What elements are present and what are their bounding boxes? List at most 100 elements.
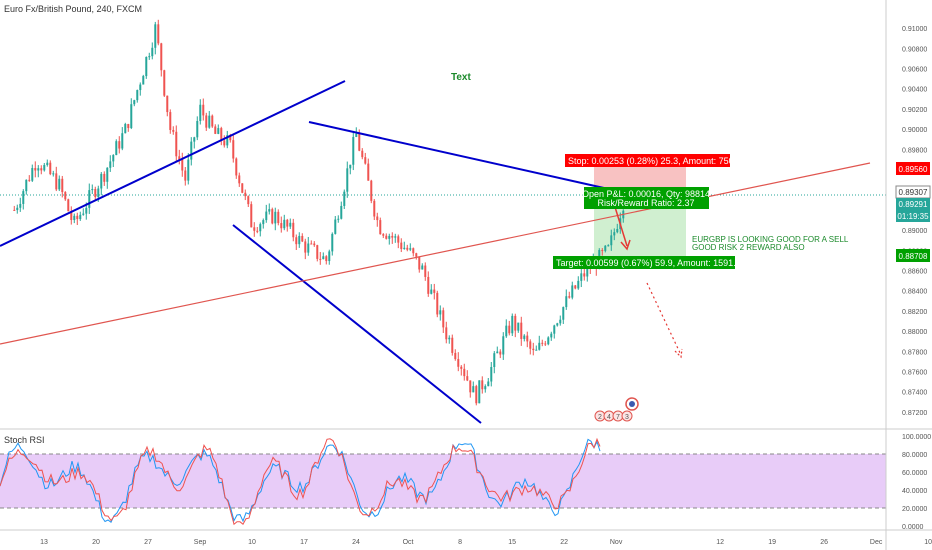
- candle-body: [139, 84, 142, 91]
- candle-body: [541, 342, 544, 344]
- candle-body: [157, 24, 160, 44]
- candle-body: [403, 247, 406, 249]
- time-axis-tick: Sep: [194, 539, 207, 546]
- stop-label: Stop: 0.00253 (0.28%) 25.3, Amount: 750: [568, 156, 734, 166]
- candle-body: [280, 223, 283, 229]
- candle-body: [463, 368, 466, 377]
- oscillator-axis-tick: 80.0000: [902, 452, 927, 459]
- candle-body: [259, 224, 262, 232]
- candle-body: [142, 76, 145, 85]
- candle-body: [250, 204, 253, 228]
- note-line-1[interactable]: EURGBP IS LOOKING GOOD FOR A SELL: [692, 235, 849, 244]
- event-badge-count: 3: [625, 414, 629, 421]
- candle-body: [61, 178, 64, 193]
- candle-body: [511, 315, 514, 334]
- oscillator-axis-tick: 20.0000: [902, 506, 927, 513]
- candle-body: [475, 386, 478, 404]
- oscillator-axis-tick: 100.0000: [902, 434, 931, 441]
- stop-price-tag: 0.89560: [899, 165, 928, 174]
- candle-body: [568, 296, 571, 298]
- candle-body: [376, 216, 379, 221]
- time-axis-labels: 13 20 27 Sep 10 17 24 Oct 8 15 22 Nov 12 19 26 Dec 10: [40, 539, 932, 546]
- candle-body: [364, 157, 367, 164]
- candle-body: [607, 245, 610, 247]
- candle-body: [367, 163, 370, 181]
- indicator-label: Stoch RSI: [4, 435, 45, 445]
- entry-price-tag-bg: [896, 198, 930, 210]
- candle-body: [397, 236, 400, 243]
- candle-body: [127, 123, 130, 129]
- candle-body: [532, 348, 535, 351]
- candle-body: [331, 233, 334, 252]
- candle-body: [232, 140, 235, 159]
- price-axis-tick: 0.88200: [902, 309, 927, 316]
- candle-body: [601, 250, 604, 252]
- upper-descending-trendline[interactable]: [308, 121, 605, 189]
- projection-arrow-dotted: [646, 282, 682, 356]
- candle-body: [457, 359, 460, 367]
- candle-body: [118, 141, 121, 149]
- candle-body: [13, 209, 16, 211]
- time-axis-tick: 12: [716, 539, 724, 546]
- candle-body: [445, 327, 448, 340]
- candle-body: [466, 376, 469, 381]
- candle-body: [604, 245, 607, 251]
- candle-body: [349, 164, 352, 169]
- projection-arrow-solid: [614, 206, 628, 247]
- note-line-2[interactable]: GOOD RISK 2 REWARD ALSO: [692, 243, 805, 252]
- candle-body: [28, 179, 31, 181]
- text-annotation[interactable]: Text: [451, 72, 471, 83]
- candle-body: [583, 273, 586, 277]
- support-trendline-left[interactable]: [0, 80, 346, 247]
- target-price-tag-bg: [896, 249, 930, 262]
- candle-body: [34, 168, 37, 171]
- rising-diagonal-line[interactable]: [0, 162, 871, 345]
- projection-arrowhead-solid: [620, 239, 631, 251]
- candle-body: [262, 220, 265, 225]
- candle-body: [193, 137, 196, 142]
- open-pl-label-bg[interactable]: [584, 187, 709, 209]
- candle-body: [391, 235, 394, 238]
- candle-body: [502, 336, 505, 355]
- candle-body: [313, 243, 316, 246]
- candle-body: [361, 150, 364, 158]
- lower-descending-trendline[interactable]: [232, 224, 482, 424]
- candle-body: [73, 215, 76, 221]
- stop-price-tag-bg: [896, 162, 930, 175]
- candle-body: [352, 136, 355, 165]
- price-axis-tick: 0.88600: [902, 269, 927, 276]
- candle-body: [469, 380, 472, 393]
- candle-body: [88, 190, 91, 208]
- event-badge-count: 7: [616, 414, 620, 421]
- candle-body: [565, 296, 568, 308]
- candle-body: [130, 104, 133, 129]
- candle-body: [136, 90, 139, 101]
- candle-body: [238, 175, 241, 184]
- candle-body: [283, 219, 286, 229]
- candle-body: [433, 289, 436, 293]
- price-axis-tick: 0.90600: [902, 66, 927, 73]
- candle-body: [274, 211, 277, 224]
- candle-body: [478, 380, 481, 404]
- candle-body: [373, 200, 376, 217]
- candle-body: [220, 128, 223, 141]
- time-axis-tick: 19: [768, 539, 776, 546]
- candle-body: [514, 315, 517, 331]
- candle-body: [421, 265, 424, 270]
- price-axis-tick: 0.88000: [902, 329, 927, 336]
- candle-body: [358, 133, 361, 151]
- candle-body: [25, 179, 28, 192]
- candle-body: [388, 235, 391, 239]
- candle-body: [253, 227, 256, 231]
- candle-body: [295, 237, 298, 245]
- candle-body: [172, 129, 175, 132]
- candle-body: [520, 322, 523, 339]
- candle-body: [226, 135, 229, 146]
- candle-body: [208, 115, 211, 128]
- event-badge[interactable]: [621, 410, 633, 422]
- candle-body: [247, 196, 250, 205]
- candle-body: [133, 100, 136, 105]
- candle-body: [64, 192, 67, 200]
- price-axis-tick: 0.90800: [902, 46, 927, 53]
